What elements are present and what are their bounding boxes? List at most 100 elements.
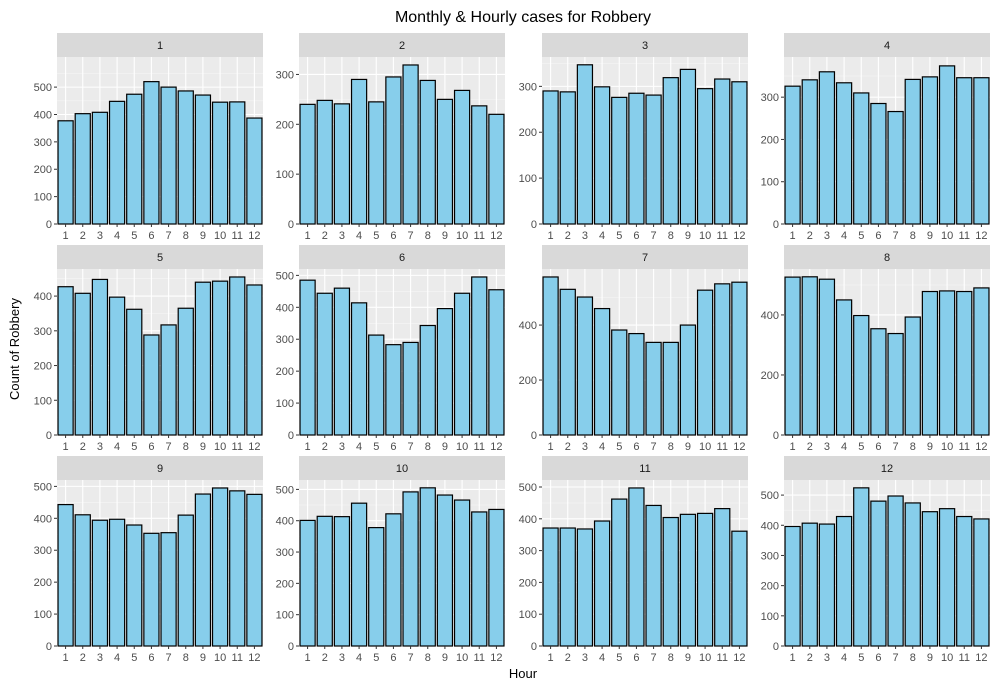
y-tick-label: 500 <box>276 484 294 496</box>
y-tick-label: 100 <box>276 169 294 181</box>
bar <box>108 518 126 647</box>
x-tick-label: 10 <box>214 652 226 664</box>
y-tick-label: 500 <box>34 481 52 493</box>
bar <box>714 508 731 647</box>
bar <box>177 307 194 436</box>
x-tick-label: 11 <box>474 230 485 242</box>
x-tick-label: 10 <box>941 230 953 242</box>
bar <box>921 511 939 647</box>
x-tick-label: 2 <box>80 441 86 453</box>
bar <box>194 94 212 225</box>
panel-background <box>784 57 990 224</box>
y-tick-label: 300 <box>519 81 537 93</box>
bar <box>559 91 576 225</box>
facet-strip <box>784 245 990 269</box>
bar <box>316 515 333 647</box>
bar <box>57 503 74 647</box>
chart-title: Monthly & Hourly cases for Robbery <box>395 9 651 26</box>
y-tick-label: 100 <box>761 177 779 189</box>
x-tick-label: 6 <box>148 652 154 664</box>
bar <box>542 276 559 436</box>
y-tick-label: 0 <box>531 219 537 231</box>
bar <box>645 504 662 647</box>
x-tick-label: 12 <box>975 230 987 242</box>
bar <box>696 512 714 647</box>
bar <box>593 307 611 436</box>
x-tick-label: 5 <box>858 652 864 664</box>
bar <box>419 487 436 647</box>
bar <box>143 334 160 436</box>
bar <box>973 518 990 647</box>
x-tick-label: 11 <box>232 441 243 453</box>
x-tick-label: 4 <box>356 230 362 242</box>
x-tick-label: 7 <box>651 441 657 453</box>
x-tick-label: 7 <box>408 652 414 664</box>
x-tick-label: 5 <box>616 230 622 242</box>
x-tick-label: 5 <box>373 652 379 664</box>
y-tick-label: 300 <box>276 334 294 346</box>
bar <box>973 77 990 225</box>
facet-strip-label: 2 <box>399 40 405 52</box>
x-axis-label: Hour <box>509 666 538 681</box>
y-tick-label: 200 <box>519 375 537 387</box>
x-tick-label: 12 <box>248 652 260 664</box>
bar <box>229 276 246 436</box>
y-tick-label: 200 <box>34 164 52 176</box>
x-tick-label: 1 <box>790 230 796 242</box>
bar <box>853 487 870 647</box>
y-tick-label: 300 <box>276 547 294 559</box>
y-tick-label: 0 <box>531 430 537 442</box>
x-tick-label: 11 <box>959 441 970 453</box>
bar <box>368 527 385 647</box>
x-tick-label: 1 <box>63 441 69 453</box>
x-tick-label: 9 <box>927 441 933 453</box>
bar <box>921 290 939 436</box>
bar <box>645 94 662 225</box>
y-tick-label: 100 <box>276 398 294 410</box>
x-tick-label: 4 <box>841 652 847 664</box>
bar <box>57 286 74 436</box>
bar <box>229 101 246 225</box>
bar <box>662 77 679 225</box>
bar <box>870 328 887 436</box>
bar <box>835 82 853 225</box>
panel-background <box>57 480 263 646</box>
facet-strip-label: 6 <box>399 252 405 264</box>
x-tick-label: 12 <box>733 652 745 664</box>
bar <box>160 532 177 647</box>
bar <box>870 102 887 225</box>
x-tick-label: 2 <box>80 652 86 664</box>
bar <box>611 329 628 436</box>
bar <box>679 324 697 436</box>
x-tick-label: 4 <box>599 441 605 453</box>
x-tick-label: 8 <box>425 230 431 242</box>
bar <box>177 90 194 225</box>
x-tick-label: 11 <box>717 230 728 242</box>
facet-strip-label: 5 <box>157 252 163 264</box>
bar <box>853 92 870 225</box>
bar <box>628 92 645 225</box>
x-tick-label: 7 <box>166 230 172 242</box>
bar <box>887 110 904 225</box>
x-tick-label: 11 <box>717 441 728 453</box>
bar <box>368 101 385 225</box>
x-tick-label: 4 <box>114 652 120 664</box>
panel-background <box>784 269 990 435</box>
x-tick-label: 8 <box>910 230 916 242</box>
y-tick-label: 400 <box>276 516 294 528</box>
x-tick-label: 12 <box>490 441 502 453</box>
bar <box>160 324 177 436</box>
bar <box>108 100 126 225</box>
bar <box>973 287 990 436</box>
x-tick-label: 2 <box>80 230 86 242</box>
y-tick-label: 100 <box>761 611 779 623</box>
facet-strip <box>542 245 748 269</box>
bar <box>299 519 316 647</box>
bar <box>74 113 91 225</box>
x-tick-label: 10 <box>456 652 468 664</box>
bar <box>299 279 316 436</box>
